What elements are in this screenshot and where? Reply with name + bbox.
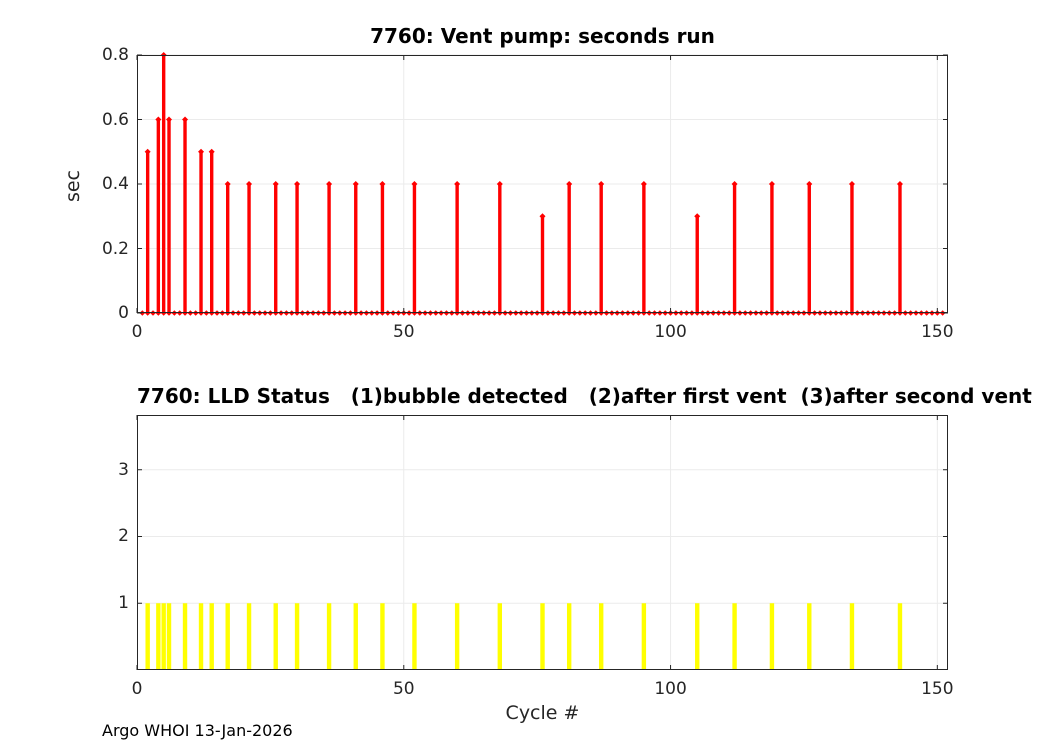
status-bar [225, 603, 230, 670]
stem-marker [155, 116, 162, 123]
stem-marker [768, 181, 775, 187]
stem-marker [566, 181, 573, 187]
x-tick-label: 50 [392, 679, 415, 699]
y-tick-label: 0.2 [101, 238, 129, 259]
status-bar [145, 603, 150, 670]
stem-marker [294, 181, 301, 187]
status-bar [807, 603, 812, 670]
x-tick-label: 100 [654, 679, 687, 699]
stem-marker [166, 116, 173, 123]
status-bar [412, 603, 417, 670]
stem-marker [208, 148, 215, 155]
stem-marker [272, 181, 279, 187]
stem-marker [640, 181, 647, 187]
status-bar [540, 603, 545, 670]
y-tick-label: 0.6 [101, 109, 129, 130]
status-bar [454, 603, 460, 670]
y-tick-label: 0.4 [101, 174, 129, 194]
x-tick-label: 100 [654, 322, 687, 342]
stem-marker [598, 181, 605, 187]
y-tick-label: 0.8 [101, 45, 129, 65]
y-tick-label: 2 [118, 526, 129, 547]
stem-marker [694, 213, 701, 220]
y-tick-label: 1 [118, 593, 129, 614]
status-bar [166, 603, 172, 670]
stem-marker [326, 181, 333, 187]
stem-marker [224, 181, 231, 187]
stem-marker [539, 213, 546, 220]
status-bar [566, 603, 572, 670]
stem-marker [352, 181, 359, 187]
status-bar [198, 603, 204, 670]
status-bar [326, 603, 332, 670]
status-bar [497, 603, 503, 670]
x-tick-label: 0 [131, 679, 143, 699]
status-bar [156, 603, 161, 670]
axes-box [137, 415, 948, 670]
stem-marker [848, 181, 855, 187]
axes-box [137, 55, 948, 313]
status-bar [849, 603, 855, 670]
vent-pump-plot-title: 7760: Vent pump: seconds run [370, 24, 715, 48]
stem-marker [182, 116, 189, 123]
stem-marker [379, 181, 386, 187]
status-bar [246, 603, 252, 670]
status-bar [294, 603, 300, 670]
stem-marker [896, 181, 903, 187]
status-bar [353, 603, 358, 670]
stem-marker [496, 181, 503, 187]
status-bar [209, 603, 214, 670]
status-bar [380, 603, 385, 670]
lld-status-plot-title: 7760: LLD Status (1)bubble detected (2)a… [137, 384, 1032, 408]
status-bar [161, 603, 166, 670]
status-bar [769, 603, 775, 670]
status-bar [897, 603, 903, 670]
x-tick-label: 150 [921, 322, 954, 342]
stem-marker [411, 181, 418, 187]
stem-marker [454, 181, 461, 187]
stem-marker [806, 181, 813, 187]
x-tick-label: 150 [921, 679, 954, 699]
status-bar [695, 603, 700, 670]
stem-marker [731, 181, 738, 187]
x-tick-label: 50 [392, 322, 415, 342]
lld-status-chart [136, 415, 948, 670]
status-bar [182, 603, 188, 670]
vent-pump-chart [136, 52, 948, 316]
stem-marker [144, 148, 151, 155]
y-tick-label: 0 [118, 303, 129, 323]
status-bar [732, 603, 737, 670]
status-bar [598, 603, 604, 670]
status-bar [273, 603, 278, 670]
stem-marker [198, 148, 205, 155]
y-tick-label: 3 [118, 459, 129, 480]
status-bar [641, 603, 647, 670]
x-axis-label-cycle: Cycle # [505, 702, 580, 724]
footer-text: Argo WHOI 13-Jan-2026 [102, 721, 293, 740]
stem-marker [246, 181, 253, 187]
x-tick-label: 0 [131, 322, 143, 342]
